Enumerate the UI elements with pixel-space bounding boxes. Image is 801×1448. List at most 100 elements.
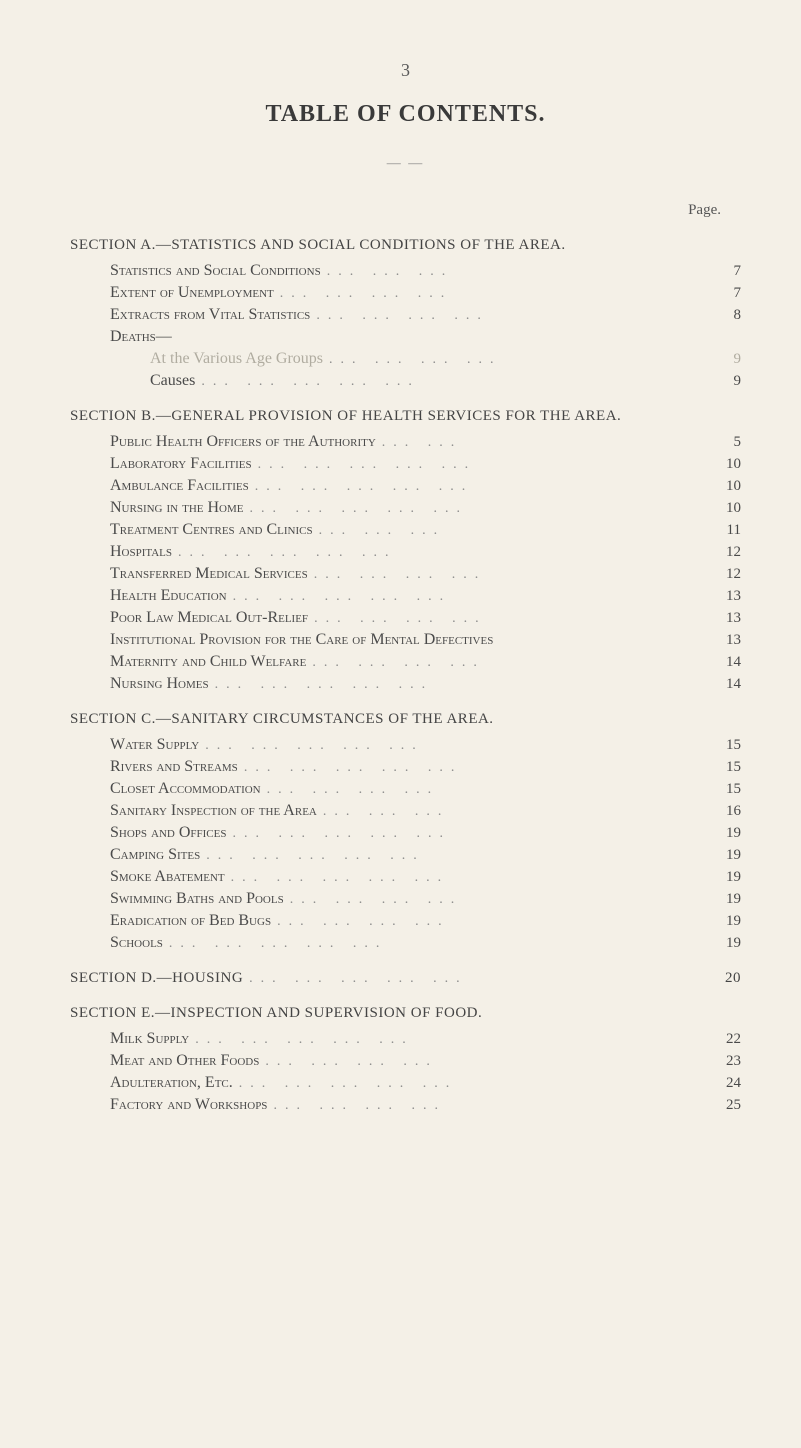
dot-leader: ... ... ... ...	[312, 655, 685, 671]
dot-leader: ... ... ... ... ...	[244, 760, 685, 776]
dot-leader: ... ... ... ... ...	[239, 1076, 685, 1092]
toc-entry: Milk Supply ... ... ... ... ... 22	[110, 1030, 741, 1048]
section-a-heading-text: SECTION A.—STATISTICS AND SOCIAL CONDITI…	[70, 237, 566, 254]
entry-page: 13	[691, 588, 741, 605]
entry-label: Treatment Centres and Clinics	[110, 521, 313, 539]
entry-page: 14	[691, 676, 741, 693]
toc-entry: Rivers and Streams ... ... ... ... ... 1…	[110, 758, 741, 776]
section-d-heading-page: 20	[691, 970, 741, 987]
toc-entry: Sanitary Inspection of the Area ... ... …	[110, 802, 741, 820]
dot-leader: ... ... ... ...	[280, 286, 685, 302]
entry-page: 19	[691, 825, 741, 842]
toc-entry: Extent of Unemployment ... ... ... ... 7	[110, 284, 741, 302]
entry-label: Causes	[150, 372, 195, 390]
entry-page: 10	[691, 456, 741, 473]
dot-leader: ... ... ... ...	[329, 352, 685, 368]
entry-label: Health Education	[110, 587, 227, 605]
entry-label: Smoke Abatement	[110, 868, 225, 886]
section-d: SECTION D.—HOUSING ... ... ... ... ... 2…	[70, 970, 741, 987]
dot-leader: ... ... ... ...	[265, 1054, 685, 1070]
dot-leader: ... ... ... ... ...	[201, 374, 685, 390]
entry-page: 23	[691, 1053, 741, 1070]
toc-entry: Treatment Centres and Clinics ... ... ..…	[110, 521, 741, 539]
entry-label: Sanitary Inspection of the Area	[110, 802, 317, 820]
section-e-heading: SECTION E.—INSPECTION AND SUPERVISION OF…	[70, 1005, 741, 1022]
dot-leader: ... ... ... ... ...	[250, 501, 686, 517]
entry-label: Extracts from Vital Statistics	[110, 306, 310, 324]
entry-page: 9	[691, 373, 741, 390]
toc-entry: Ambulance Facilities ... ... ... ... ...…	[110, 477, 741, 495]
entry-label: Ambulance Facilities	[110, 477, 249, 495]
entry-label: Nursing in the Home	[110, 499, 244, 517]
dot-leader: ... ... ... ... ...	[206, 848, 685, 864]
section-b-heading-text: SECTION B.—GENERAL PROVISION OF HEALTH S…	[70, 408, 621, 425]
dot-leader: ... ... ... ... ...	[233, 589, 685, 605]
section-b-heading: SECTION B.—GENERAL PROVISION OF HEALTH S…	[70, 408, 741, 425]
entry-page: 19	[691, 869, 741, 886]
toc-entry: Closet Accommodation ... ... ... ... 15	[110, 780, 741, 798]
entry-label: Eradication of Bed Bugs	[110, 912, 271, 930]
entry-label: Maternity and Child Welfare	[110, 653, 306, 671]
entry-page: 5	[691, 434, 741, 451]
entry-label: Factory and Workshops	[110, 1096, 267, 1114]
dot-leader: ... ... ... ... ...	[255, 479, 685, 495]
toc-entry: Nursing Homes ... ... ... ... ... 14	[110, 675, 741, 693]
toc-entry: Maternity and Child Welfare ... ... ... …	[110, 653, 741, 671]
toc-entry: Meat and Other Foods ... ... ... ... 23	[110, 1052, 741, 1070]
entry-page: 12	[691, 544, 741, 561]
section-d-heading: SECTION D.—HOUSING ... ... ... ... ... 2…	[70, 970, 741, 987]
entry-label: Swimming Baths and Pools	[110, 890, 284, 908]
entry-page: 13	[691, 610, 741, 627]
entry-page: 25	[691, 1097, 741, 1114]
dot-leader: ... ... ... ...	[290, 892, 685, 908]
entry-page: 19	[691, 847, 741, 864]
dot-leader: ... ... ...	[323, 804, 685, 820]
toc-entry: Poor Law Medical Out-Relief ... ... ... …	[110, 609, 741, 627]
toc-entry: Health Education ... ... ... ... ... 13	[110, 587, 741, 605]
entry-label: Water Supply	[110, 736, 199, 754]
dot-leader: ... ... ... ...	[314, 611, 685, 627]
dot-leader: ... ... ... ... ...	[195, 1032, 685, 1048]
dot-leader: ... ... ... ...	[267, 782, 685, 798]
page-number-top: 3	[70, 60, 741, 81]
entry-label: Public Health Officers of the Authority	[110, 433, 376, 451]
entry-page: 12	[691, 566, 741, 583]
entry-label: Closet Accommodation	[110, 780, 261, 798]
entry-page: 13	[691, 632, 741, 649]
dot-leader: ... ... ... ... ...	[249, 971, 685, 987]
toc-entry: Camping Sites ... ... ... ... ... 19	[110, 846, 741, 864]
entry-page: 11	[691, 522, 741, 539]
dot-leader: ... ... ... ...	[273, 1098, 685, 1114]
toc-entry: Schools ... ... ... ... ... 19	[110, 934, 741, 952]
entry-page: 15	[691, 737, 741, 754]
entry-label: Camping Sites	[110, 846, 200, 864]
section-c: SECTION C.—SANITARY CIRCUMSTANCES OF THE…	[70, 711, 741, 952]
toc-entry: Laboratory Facilities ... ... ... ... ..…	[110, 455, 741, 473]
entry-page: 10	[691, 478, 741, 495]
section-d-heading-text: SECTION D.—HOUSING	[70, 970, 243, 987]
section-c-heading: SECTION C.—SANITARY CIRCUMSTANCES OF THE…	[70, 711, 741, 728]
entry-label: Laboratory Facilities	[110, 455, 252, 473]
document-title: TABLE OF CONTENTS.	[70, 101, 741, 128]
toc-entry: At the Various Age Groups ... ... ... ..…	[150, 350, 741, 368]
toc-entry: Nursing in the Home ... ... ... ... ... …	[110, 499, 741, 517]
section-a-heading: SECTION A.—STATISTICS AND SOCIAL CONDITI…	[70, 237, 741, 254]
toc-entry: Adulteration, Etc. ... ... ... ... ... 2…	[110, 1074, 741, 1092]
dot-leader: ... ... ... ... ...	[215, 677, 685, 693]
toc-entry: Swimming Baths and Pools ... ... ... ...…	[110, 890, 741, 908]
entry-page: 16	[691, 803, 741, 820]
entry-label: Transferred Medical Services	[110, 565, 308, 583]
entry-label: Rivers and Streams	[110, 758, 238, 776]
entry-page: 15	[691, 781, 741, 798]
entry-page: 10	[691, 500, 741, 517]
toc-entry: Causes ... ... ... ... ... 9	[150, 372, 741, 390]
entry-label: Hospitals	[110, 543, 172, 561]
entry-page: 14	[691, 654, 741, 671]
page-container: 3 TABLE OF CONTENTS. — — Page. SECTION A…	[0, 0, 801, 1448]
toc-entry: Statistics and Social Conditions ... ...…	[110, 262, 741, 280]
entry-page: 8	[691, 307, 741, 324]
toc-entry: Extracts from Vital Statistics ... ... .…	[110, 306, 741, 324]
entry-label: Statistics and Social Conditions	[110, 262, 321, 280]
dot-leader: ... ... ... ...	[314, 567, 685, 583]
toc-entry: Eradication of Bed Bugs ... ... ... ... …	[110, 912, 741, 930]
